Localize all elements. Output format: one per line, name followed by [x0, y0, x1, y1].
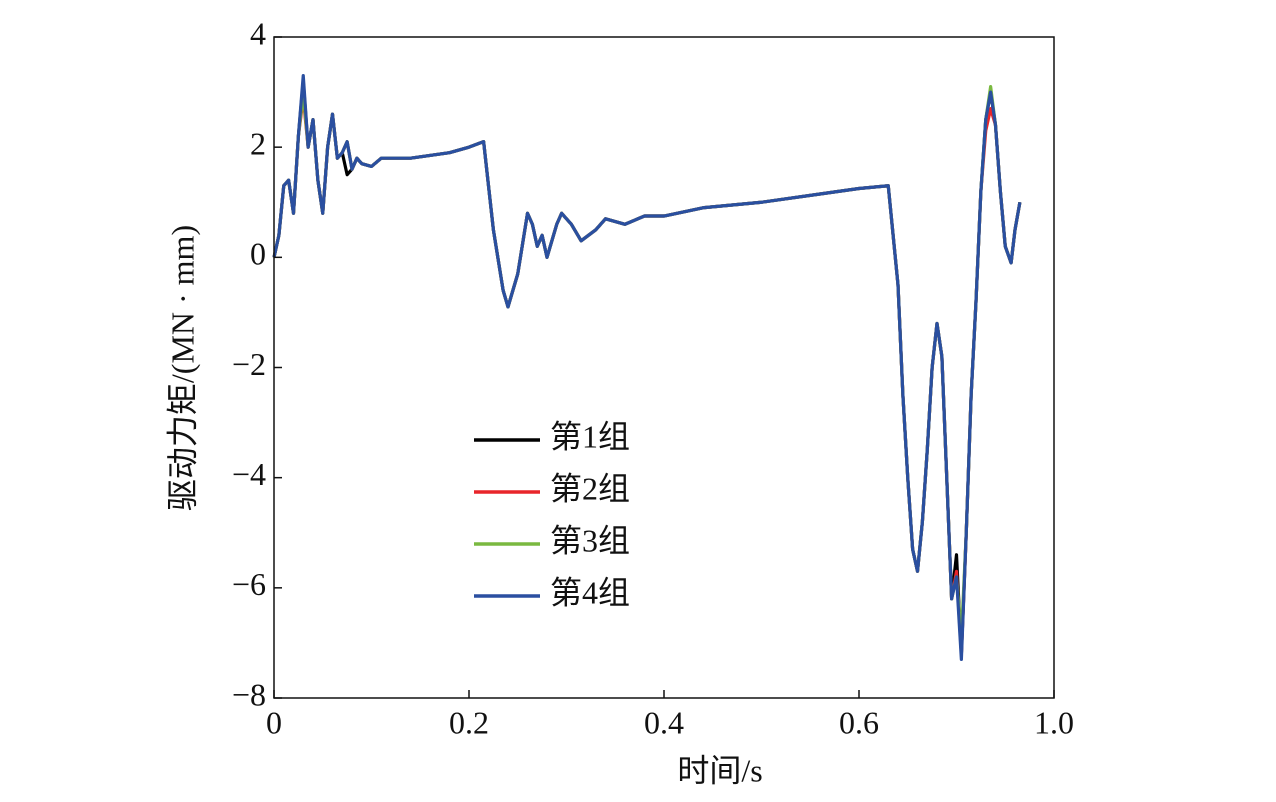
y-tick-label: −2 [232, 346, 266, 382]
plot-frame [273, 36, 1055, 699]
x-tick-label: 0 [266, 704, 282, 740]
y-tick-label: −8 [232, 676, 266, 712]
legend-label: 第3组 [550, 522, 630, 558]
y-tick-label: 4 [250, 15, 266, 51]
y-axis-label: 驱动力矩/(MN · mm) [164, 225, 200, 511]
series-line [272, 73, 1022, 662]
legend-label: 第1组 [550, 418, 630, 454]
series-line [272, 84, 1022, 640]
y-tick-label: 0 [250, 236, 266, 272]
y-tick-label: 2 [250, 126, 266, 162]
x-tick-label: 0.4 [644, 704, 684, 740]
x-axis-label: 时间/s [677, 752, 762, 788]
y-tick-label: −4 [232, 456, 266, 492]
y-tick-label: −6 [232, 566, 266, 602]
series-line [272, 79, 1022, 656]
legend-label: 第2组 [550, 470, 630, 506]
legend-label: 第4组 [550, 574, 630, 610]
x-tick-label: 1.0 [1034, 704, 1074, 740]
x-tick-label: 0.6 [839, 704, 879, 740]
x-tick-label: 0.2 [449, 704, 489, 740]
series-line [272, 95, 1022, 656]
